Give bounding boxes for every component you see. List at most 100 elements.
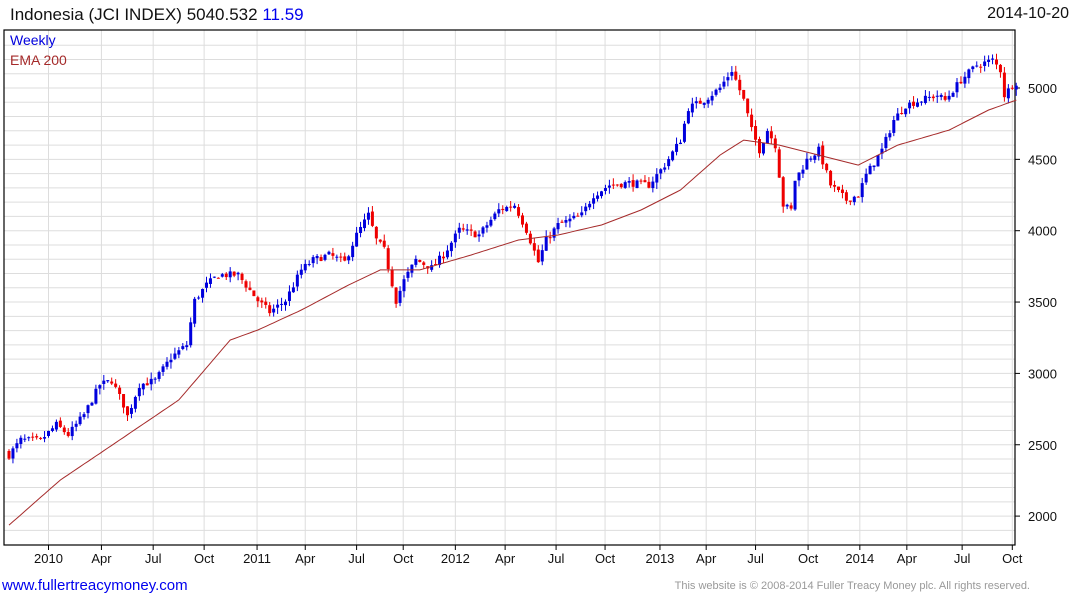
candle-body (659, 169, 663, 174)
candle-body (489, 219, 493, 226)
candle-body (524, 223, 528, 233)
candle-body (761, 143, 765, 154)
candle-body (714, 89, 718, 95)
price-change: 11.59 (262, 5, 304, 24)
candle-body (47, 430, 50, 436)
candle-body (959, 81, 963, 84)
candle-body (596, 195, 600, 199)
candle-body (457, 227, 461, 233)
candle-body (821, 145, 825, 165)
candle-body (327, 251, 331, 255)
candle-body (548, 237, 552, 239)
candle-body (165, 361, 169, 367)
candle-body (141, 383, 145, 390)
candle-body (284, 301, 287, 306)
website-link[interactable]: www.fullertreacymoney.com (2, 577, 188, 594)
candle-body (698, 100, 702, 104)
chart-date: 2014-10-20 (987, 5, 1069, 22)
candle-body (307, 264, 311, 266)
candle-body (702, 102, 706, 105)
candle-body (359, 226, 363, 234)
candle-body (908, 102, 912, 109)
candle-body (552, 228, 556, 238)
candle-body (864, 173, 868, 183)
candle-body (975, 65, 979, 67)
candle-body (584, 206, 588, 212)
candle-body (434, 264, 438, 266)
candle-body (216, 277, 220, 279)
x-tick-label: Apr (295, 551, 316, 566)
candle-body (793, 180, 797, 210)
candle-body (173, 353, 177, 359)
candle-body (248, 287, 252, 290)
candle-body (682, 123, 686, 142)
y-tick-label: 4500 (1028, 152, 1057, 167)
x-tick-label: Jul (954, 551, 971, 566)
candle-body (726, 77, 730, 81)
x-tick-label: Apr (495, 551, 516, 566)
candle-body (378, 239, 382, 242)
candle-body (137, 388, 141, 397)
x-tick-label: 2012 (441, 551, 470, 566)
candle-body (860, 183, 864, 198)
candle-body (805, 158, 809, 170)
candle-body (568, 218, 572, 222)
candle-body (157, 372, 161, 379)
candle-body (615, 184, 619, 186)
candle-body (66, 432, 70, 436)
candle-body (951, 92, 955, 97)
candle-body (228, 271, 232, 278)
x-tick-label: Jul (348, 551, 365, 566)
candle-body (509, 206, 513, 208)
candle-body (185, 345, 189, 348)
candle-body (1010, 87, 1014, 89)
candle-body (493, 213, 497, 220)
candle-body (754, 126, 758, 140)
candle-body (438, 255, 442, 266)
candle-body (280, 303, 284, 305)
candle-body (442, 256, 445, 259)
candle-body (74, 423, 78, 427)
candle-body (205, 282, 208, 288)
candle-body (50, 428, 54, 431)
candle-body (544, 236, 548, 251)
candle-body (335, 256, 339, 258)
candle-body (497, 209, 501, 214)
copyright-notice: This website is © 2008-2014 Fuller Treac… (674, 580, 1030, 592)
candle-body (43, 437, 47, 439)
candle-body (276, 304, 280, 308)
candle-body (501, 208, 505, 211)
candle-body (730, 72, 734, 76)
x-tick-label: Oct (194, 551, 215, 566)
candle-body (303, 263, 307, 271)
candle-body (208, 278, 212, 284)
candle-body (773, 138, 777, 149)
candle-body (110, 381, 114, 384)
candle-body (639, 180, 643, 182)
candle-body (837, 186, 840, 191)
candle-body (777, 149, 781, 178)
candle-body (935, 95, 939, 97)
candle-body (844, 192, 848, 201)
candle-body (987, 59, 991, 62)
candle-body (374, 226, 378, 239)
candle-body (801, 169, 805, 174)
candle-body (70, 426, 74, 437)
candle-body (706, 99, 710, 104)
candle-body (430, 265, 434, 270)
candle-body (35, 436, 39, 438)
candle-body (718, 87, 722, 91)
candle-body (244, 281, 248, 288)
candle-body (449, 242, 453, 252)
legend-ema: EMA 200 (10, 52, 67, 68)
candle-body (785, 204, 789, 207)
candle-body (90, 402, 94, 406)
candle-body (268, 305, 272, 314)
candle-body (58, 420, 62, 427)
candle-body (686, 111, 690, 124)
candle-body (592, 198, 596, 204)
candle-body (453, 233, 457, 243)
candle-body (1006, 88, 1010, 99)
candle-body (31, 436, 35, 438)
